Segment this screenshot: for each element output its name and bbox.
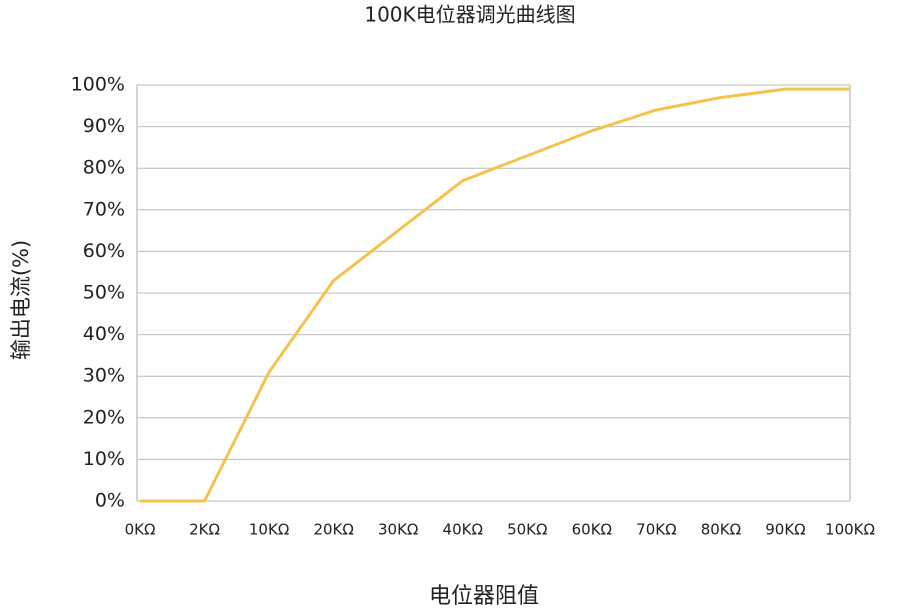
x-tick-label: 80KΩ (701, 521, 741, 539)
x-tick-label: 10KΩ (249, 521, 289, 539)
x-tick-label: 50KΩ (507, 521, 547, 539)
y-tick-label: 0% (95, 490, 125, 512)
x-axis-label: 电位器阻值 (429, 584, 539, 609)
y-tick-label: 80% (83, 157, 125, 179)
y-tick-label: 60% (83, 240, 125, 262)
x-tick-label: 2KΩ (189, 521, 220, 539)
chart-title: 100K电位器调光曲线图 (364, 3, 575, 27)
y-tick-label: 40% (83, 323, 125, 345)
y-axis-label: 输出电流(%) (9, 240, 33, 360)
x-tick-label: 100KΩ (825, 521, 875, 539)
data-line (140, 87, 850, 503)
y-tick-label: 50% (83, 282, 125, 304)
y-tick-label: 70% (83, 198, 125, 220)
x-tick-label: 0KΩ (125, 521, 156, 539)
x-tick-label: 90KΩ (765, 521, 805, 539)
y-tick-label: 20% (83, 406, 125, 428)
x-tick-label: 70KΩ (636, 521, 676, 539)
y-tick-label: 10% (83, 448, 125, 470)
y-tick-label: 100% (71, 74, 125, 96)
y-tick-label: 30% (83, 365, 125, 387)
x-tick-label: 60KΩ (572, 521, 612, 539)
x-tick-label: 20KΩ (313, 521, 353, 539)
y-tick-label: 90% (83, 115, 125, 137)
x-tick-label: 30KΩ (378, 521, 418, 539)
x-tick-label: 40KΩ (443, 521, 483, 539)
